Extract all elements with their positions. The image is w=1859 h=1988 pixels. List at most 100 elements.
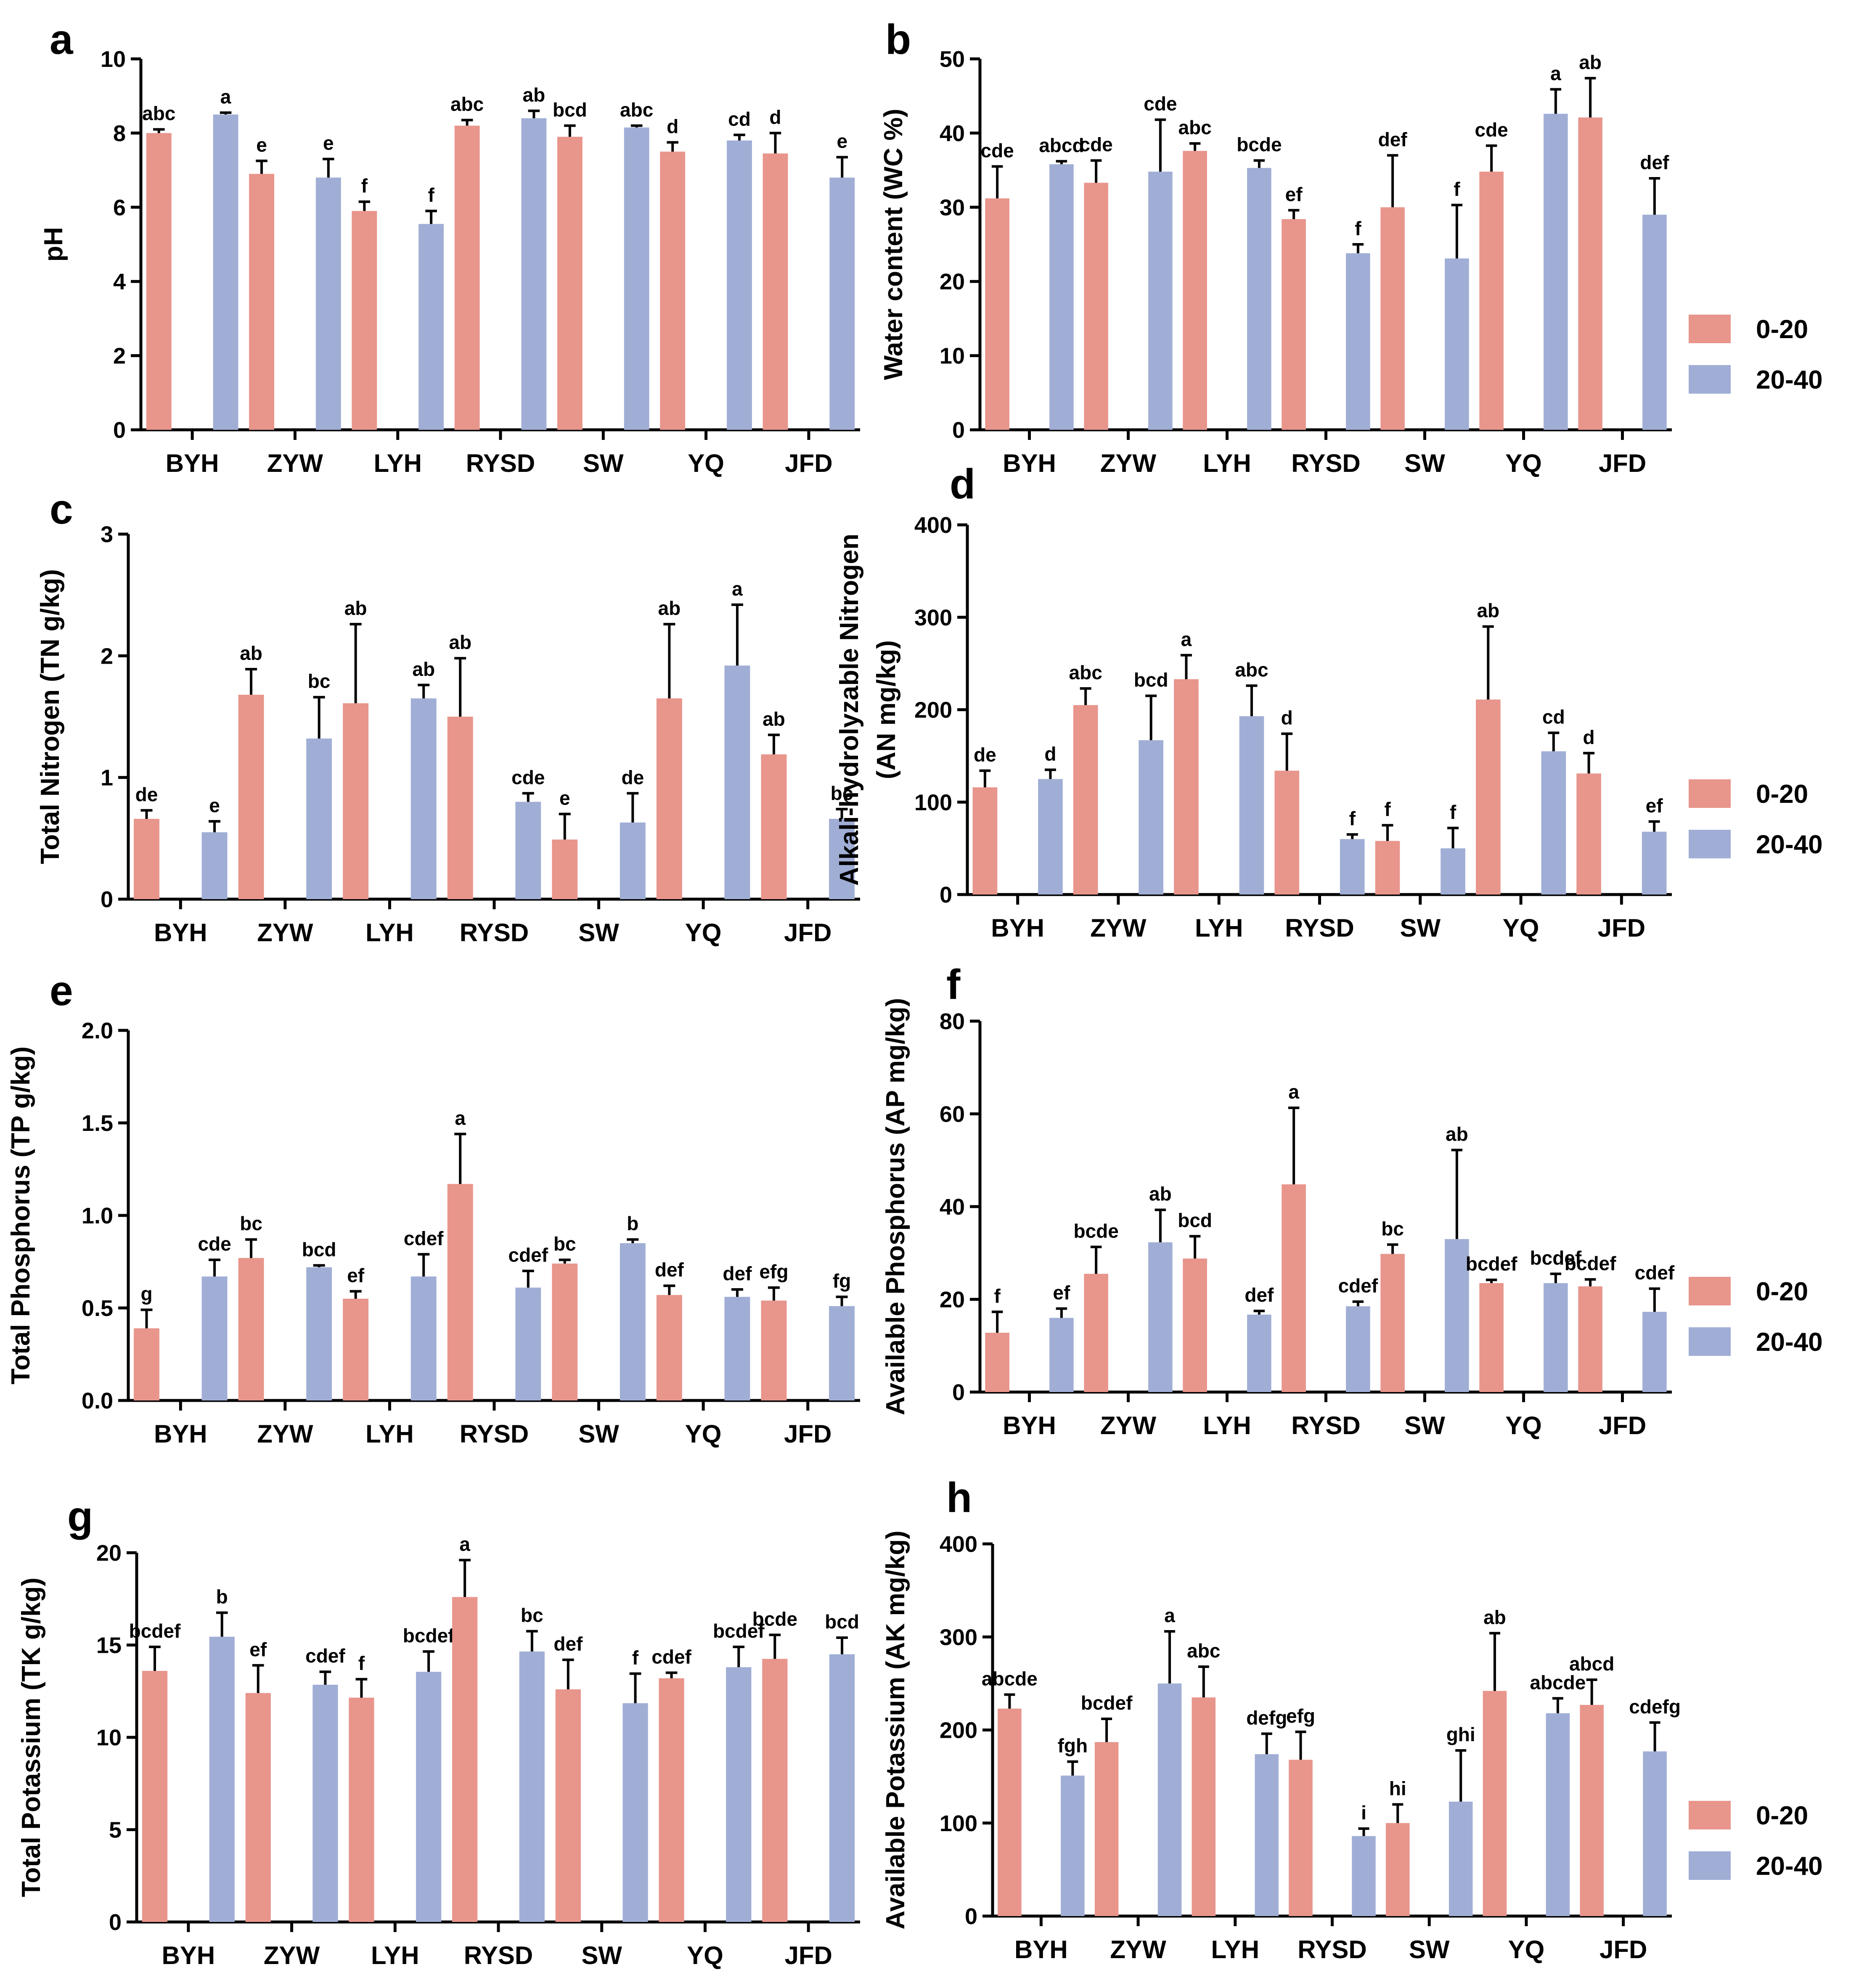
legend-label: 20-40 <box>1756 365 1823 394</box>
significance-label: ab <box>412 658 435 680</box>
significance-label: a <box>1164 1604 1175 1626</box>
significance-label: i <box>1361 1802 1366 1824</box>
bar-20-40 <box>1157 1683 1182 1916</box>
category-label: BYH <box>154 919 207 947</box>
category-label: JFD <box>785 449 832 477</box>
significance-label: bcd <box>825 1611 859 1633</box>
bar-0-20 <box>352 211 377 430</box>
bar-20-40 <box>727 140 752 430</box>
y-tick-label: 200 <box>940 1718 977 1743</box>
significance-label: f <box>1450 801 1456 823</box>
category-label: LYH <box>1203 1411 1251 1440</box>
significance-label: efg <box>759 1261 788 1283</box>
significance-label: fgh <box>1058 1735 1088 1757</box>
significance-label: d <box>1583 726 1595 748</box>
significance-label: e <box>559 787 570 809</box>
bar-0-20 <box>1094 1742 1119 1916</box>
significance-label: ghi <box>1446 1723 1475 1745</box>
significance-label: fg <box>833 1270 851 1292</box>
significance-label: e <box>256 134 267 156</box>
bar-20-40 <box>1247 1314 1271 1392</box>
bar-20-40 <box>1346 1306 1370 1392</box>
significance-label: a <box>455 1107 466 1129</box>
category-label: ZYW <box>1090 914 1147 942</box>
category-label: ZYW <box>264 1941 320 1969</box>
bar-20-40 <box>1643 1751 1667 1916</box>
significance-label: de <box>974 744 996 766</box>
bar-20-40 <box>1441 848 1465 895</box>
category-label: JFD <box>1599 449 1646 477</box>
significance-label: a <box>732 578 743 600</box>
y-tick-label: 60 <box>940 1102 965 1127</box>
bar-0-20 <box>343 1299 369 1400</box>
y-tick-label: 0 <box>113 418 126 443</box>
legend-swatch-20-40 <box>1689 365 1731 394</box>
bar-0-20 <box>238 1258 264 1400</box>
significance-label: bcd <box>1178 1210 1212 1231</box>
bar-0-20 <box>1380 1254 1405 1392</box>
legend-swatch-0-20 <box>1689 1801 1731 1829</box>
significance-label: f <box>358 1652 365 1674</box>
panel-e: e Total Phosphorus (TP g/kg) 0.0 0.5 1.0 1.5 2… <box>6 967 860 1448</box>
bar-0-20 <box>1475 699 1501 895</box>
significance-label: cdef <box>305 1645 345 1667</box>
y-tick-label: 0.5 <box>82 1296 113 1321</box>
legend-label: 20-40 <box>1756 1328 1823 1357</box>
significance-label: cdefg <box>1629 1696 1681 1718</box>
significance-label: bcdef <box>1565 1252 1616 1274</box>
bar-0-20 <box>1289 1760 1313 1916</box>
significance-label: abc <box>1069 662 1102 683</box>
legend-swatch-0-20 <box>1689 315 1731 343</box>
y-tick-label: 50 <box>940 47 965 72</box>
bar-0-20 <box>249 174 274 430</box>
bar-0-20 <box>552 1263 578 1400</box>
y-axis-title: Available Potassium (AK mg/kg) <box>881 1530 910 1930</box>
category-label: RYSD <box>1285 914 1354 942</box>
category-label: JFD <box>784 919 832 947</box>
significance-label: ef <box>1285 183 1303 205</box>
bar-0-20 <box>1282 219 1306 430</box>
category-label: JFD <box>1599 1935 1647 1964</box>
bar-0-20 <box>1073 705 1098 895</box>
significance-label: bcdef <box>1081 1692 1133 1714</box>
bar-20-40 <box>312 1684 338 1922</box>
bar-20-40 <box>1546 1713 1570 1916</box>
y-axis-title: pH <box>39 227 68 262</box>
significance-label: cde <box>1144 93 1177 115</box>
category-label: JFD <box>784 1941 832 1969</box>
category-label: YQ <box>1508 1935 1545 1964</box>
significance-label: e <box>837 130 847 152</box>
bar-0-20 <box>447 1184 473 1400</box>
legend-swatch-20-40 <box>1689 1327 1731 1356</box>
y-tick-label: 2.0 <box>82 1018 113 1043</box>
y-tick-label: 0 <box>965 1904 977 1929</box>
bar-0-20 <box>1479 1283 1504 1392</box>
significance-label: e <box>323 132 334 154</box>
y-tick-label: 100 <box>914 790 952 815</box>
y-tick-label: 5 <box>109 1818 122 1843</box>
y-tick-label: 10 <box>101 47 126 72</box>
category-label: YQ <box>1503 914 1539 942</box>
bar-20-40 <box>515 1287 541 1400</box>
significance-label: b <box>627 1212 638 1234</box>
significance-label: cdef <box>651 1646 691 1668</box>
bar-0-20 <box>1192 1697 1216 1916</box>
category-label: ZYW <box>267 449 323 477</box>
significance-label: bcdef <box>1466 1253 1517 1275</box>
bar-20-40 <box>726 1667 752 1922</box>
significance-label: f <box>1384 798 1391 820</box>
category-label: ZYW <box>1100 449 1157 477</box>
bar-20-40 <box>416 1672 442 1922</box>
significance-label: cdef <box>1635 1262 1675 1284</box>
significance-label: def <box>553 1633 583 1655</box>
bar-0-20 <box>659 1678 684 1922</box>
panel-letter-c: c <box>50 486 73 533</box>
y-tick-label: 0 <box>940 882 952 908</box>
significance-label: a <box>1550 62 1561 84</box>
significance-label: abcde <box>1530 1671 1586 1693</box>
bar-20-40 <box>213 114 238 430</box>
significance-label: def <box>723 1263 752 1284</box>
y-tick-label: 0 <box>101 887 113 912</box>
bar-0-20 <box>1380 207 1405 430</box>
